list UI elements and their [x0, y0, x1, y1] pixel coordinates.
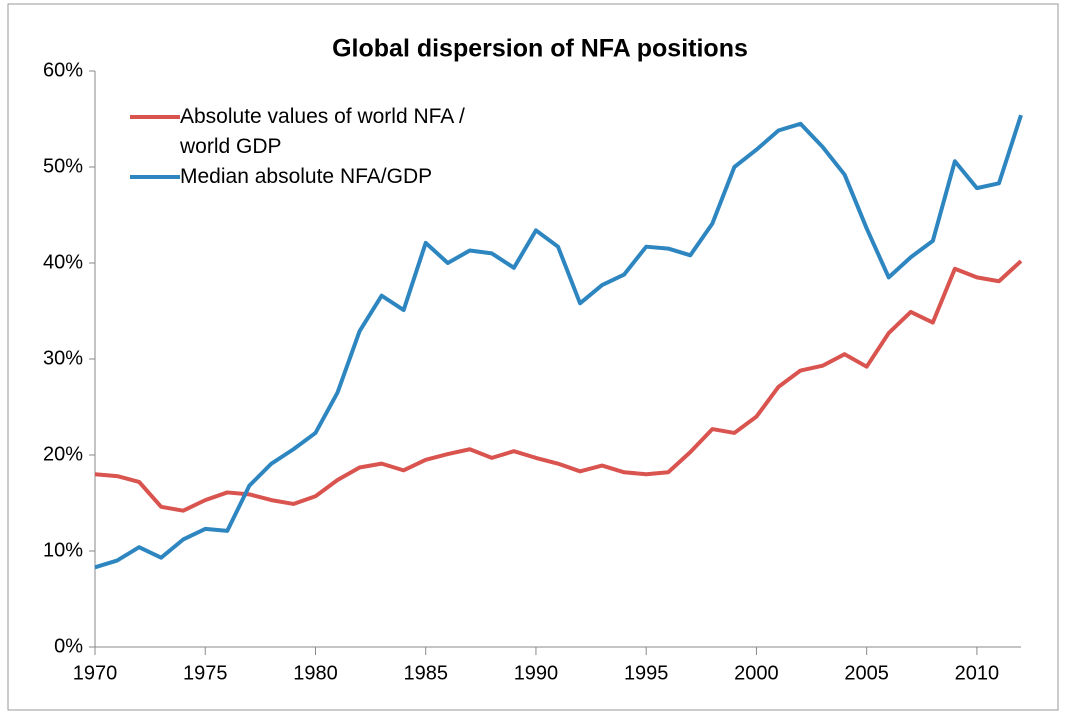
y-tick-label: 40% — [43, 251, 83, 273]
legend: Absolute values of world NFA / world GDP… — [130, 102, 510, 192]
x-tick-label: 1975 — [183, 662, 228, 684]
legend-label: Median absolute NFA/GDP — [180, 165, 433, 188]
x-tick-label: 1995 — [624, 662, 669, 684]
x-tick-label: 2000 — [734, 662, 779, 684]
y-tick-label: 30% — [43, 347, 83, 369]
legend-swatch — [130, 115, 180, 119]
y-tick-label: 0% — [54, 635, 83, 657]
legend-label: Absolute values of world NFA / world GDP — [180, 105, 465, 158]
x-tick-label: 2005 — [844, 662, 889, 684]
x-tick-label: 1970 — [73, 662, 118, 684]
legend-swatch — [130, 175, 180, 179]
y-tick-label: 20% — [43, 443, 83, 465]
legend-item: Median absolute NFA/GDP — [130, 162, 510, 192]
chart-frame — [7, 3, 1059, 711]
chart-title: Global dispersion of NFA positions — [332, 35, 748, 63]
y-tick-label: 10% — [43, 539, 83, 561]
legend-item: Absolute values of world NFA / world GDP — [130, 102, 510, 162]
y-tick-label: 60% — [43, 59, 83, 81]
x-tick-label: 1980 — [293, 662, 338, 684]
y-tick-label: 50% — [43, 155, 83, 177]
x-tick-label: 1990 — [514, 662, 559, 684]
series-line — [94, 114, 1023, 570]
x-tick-label: 1985 — [403, 662, 448, 684]
x-tick-label: 2010 — [955, 662, 1000, 684]
series-line — [94, 259, 1023, 513]
